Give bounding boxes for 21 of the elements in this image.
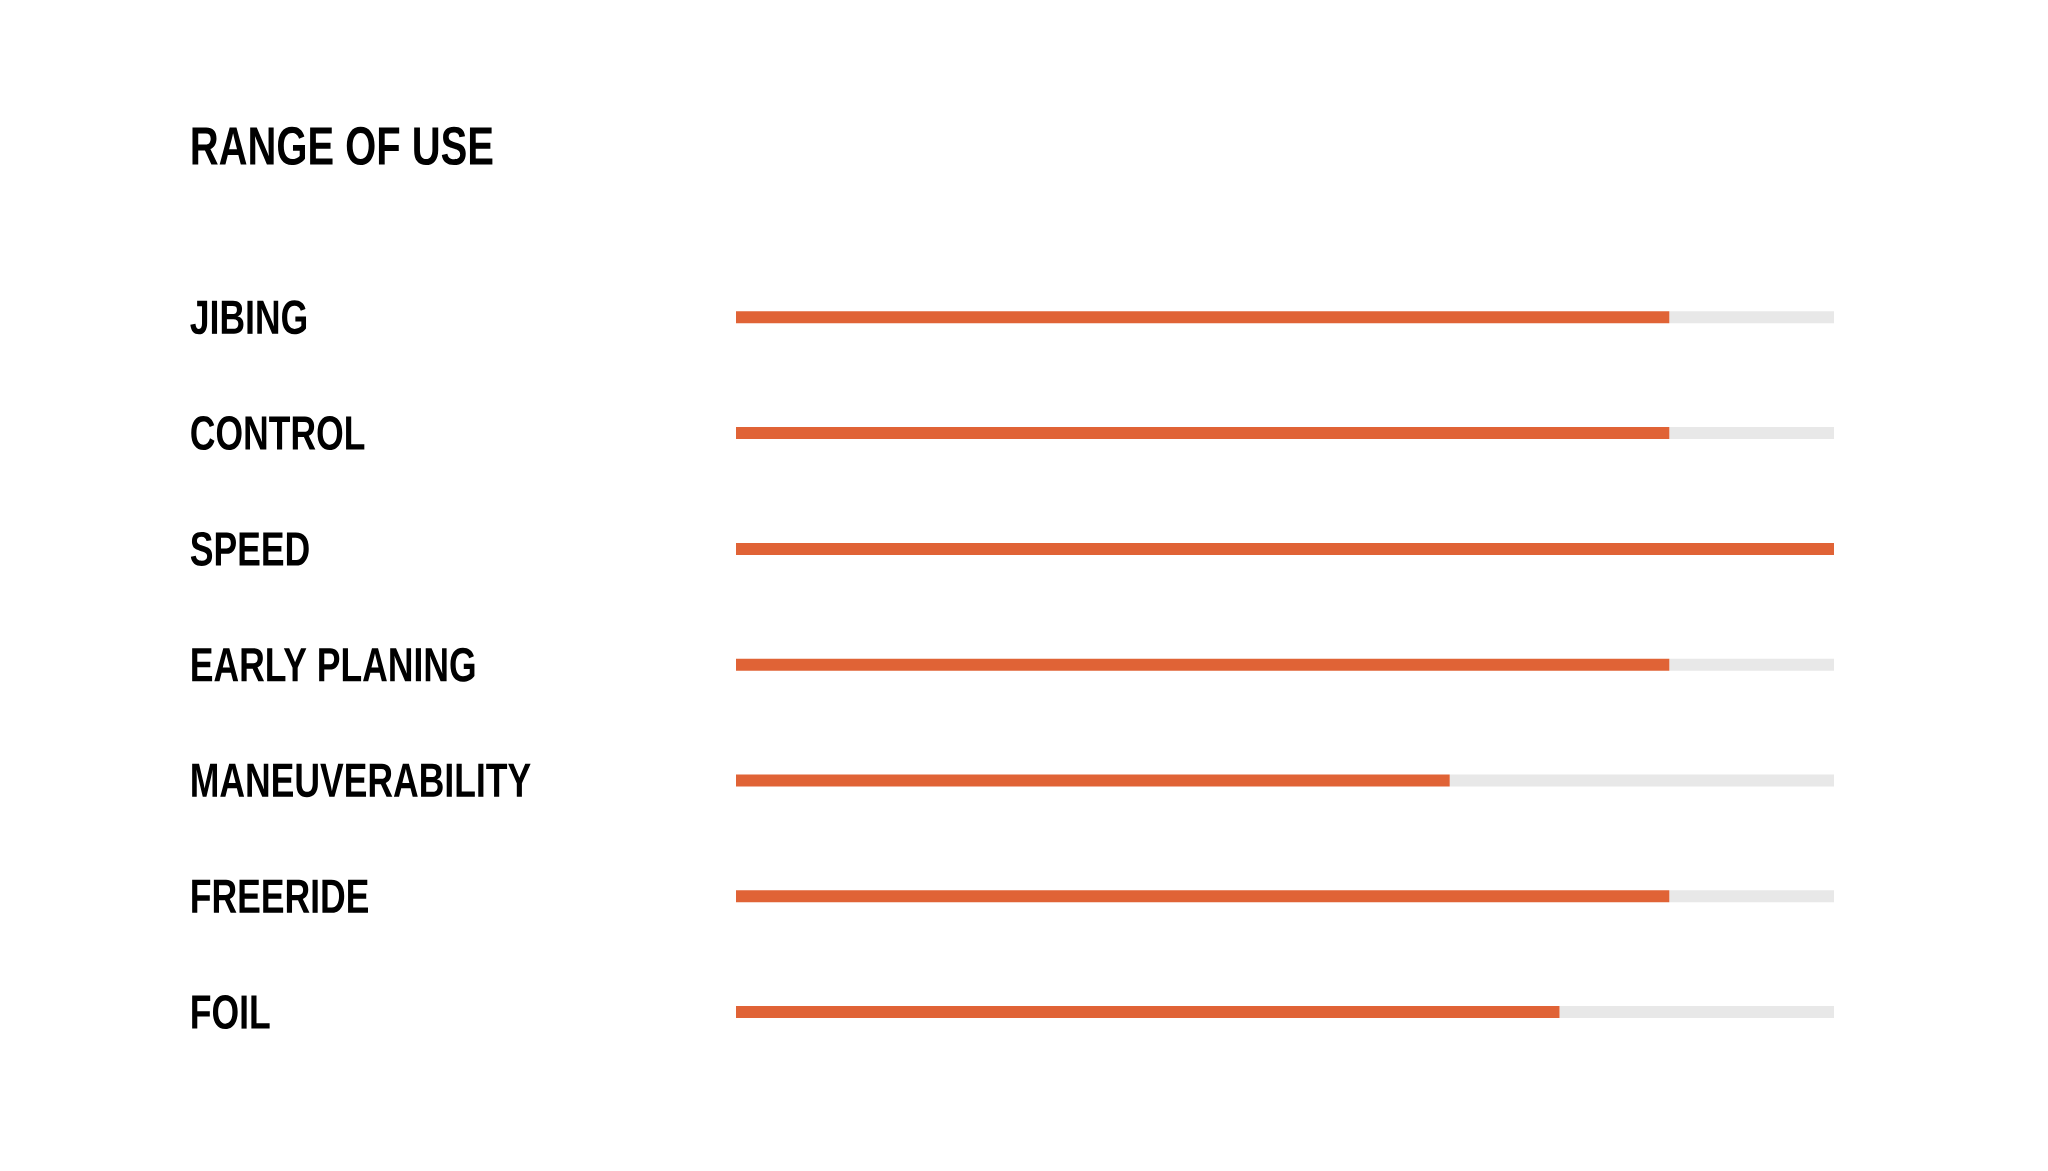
- y-tick-label: CONTROL: [191, 416, 365, 451]
- bar: [736, 658, 1670, 671]
- y-tick-label: FOIL: [192, 995, 270, 1030]
- bar: [736, 774, 1450, 787]
- bar: [1669, 427, 1835, 440]
- y-tick-label: JIBING: [190, 300, 307, 335]
- bar: [1669, 890, 1835, 903]
- bar: [1669, 658, 1835, 671]
- chart-title: RANGE OF USE: [192, 126, 493, 166]
- bar: [736, 890, 1670, 903]
- bar: [1559, 1006, 1835, 1019]
- bar: [736, 427, 1670, 440]
- y-tick-label: FREERIDE: [192, 879, 369, 913]
- bar: [1669, 311, 1835, 324]
- bar: [736, 542, 1835, 555]
- y-tick-label: SPEED: [190, 531, 309, 566]
- bar: [736, 311, 1670, 324]
- y-tick-label: EARLY PLANING: [192, 647, 475, 682]
- bar: [1449, 774, 1835, 787]
- bar: [736, 1006, 1560, 1019]
- y-tick-label: MANEUVERABILITY: [192, 763, 531, 798]
